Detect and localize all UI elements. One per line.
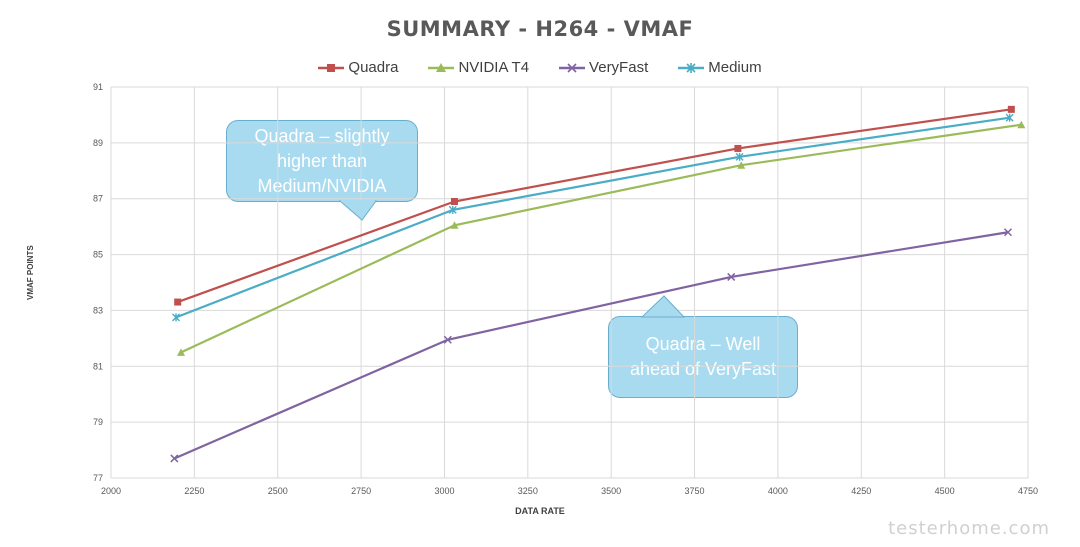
x-tick-label: 2500 <box>268 486 288 496</box>
y-tick-label: 79 <box>93 417 103 427</box>
annotation-line: Medium/NVIDIA <box>257 175 387 196</box>
series-line-veryfast <box>173 231 1009 460</box>
legend-item-quadra: Quadra <box>318 59 398 76</box>
x-tick-label: 2000 <box>101 486 121 496</box>
legend-marker-star-icon <box>678 61 705 75</box>
x-tick-label: 3500 <box>601 486 621 496</box>
data-point-veryfast <box>727 272 736 281</box>
annotation-line: higher than <box>276 150 368 171</box>
x-tick-label: 4000 <box>768 486 788 496</box>
legend-label: Medium <box>708 59 762 76</box>
x-tick-label: 2250 <box>184 486 204 496</box>
y-tick-label: 89 <box>93 138 103 148</box>
data-point-nvidia-t4 <box>1017 120 1026 129</box>
y-tick-label: 83 <box>93 305 103 315</box>
y-tick-label: 77 <box>93 473 103 483</box>
data-point-quadra <box>174 298 182 306</box>
legend-label: Quadra <box>348 59 399 76</box>
data-point-medium <box>172 313 181 322</box>
series-line-quadra <box>177 108 1012 304</box>
data-point-medium <box>448 205 457 214</box>
legend-item-veryfast: VeryFast <box>559 59 648 76</box>
data-point-nvidia-t4 <box>177 348 186 356</box>
x-tick-label: 4250 <box>851 486 871 496</box>
y-tick-label: 87 <box>93 194 103 204</box>
data-point-medium <box>1005 113 1014 122</box>
data-point-veryfast <box>170 454 179 463</box>
x-tick-label: 3000 <box>434 486 454 496</box>
annotation-callout-quadra-medium: Quadra – slightly higher than Medium/NVI… <box>226 120 418 202</box>
x-tick-label: 3250 <box>518 486 538 496</box>
data-point-quadra <box>1007 105 1015 113</box>
data-point-quadra <box>450 198 458 206</box>
data-point-medium <box>735 152 744 161</box>
legend-marker-square-icon <box>318 61 345 75</box>
x-tick-label: 3750 <box>685 486 705 496</box>
legend-item-nvidia-t4: NVIDIA T4 <box>428 59 529 76</box>
callout-pointer <box>640 295 686 318</box>
x-axis-label: DATA RATE <box>515 506 565 516</box>
legend-marker-x-icon <box>559 61 586 75</box>
annotation-callout-quadra-veryfast: Quadra – Well ahead of VeryFast <box>608 316 798 398</box>
legend-label: NVIDIA T4 <box>458 59 530 76</box>
data-point-veryfast <box>1003 228 1013 237</box>
chart-title: SUMMARY - H264 - VMAF <box>386 17 694 41</box>
annotation-line: Quadra – Well <box>645 334 761 354</box>
data-point-nvidia-t4 <box>737 161 746 169</box>
chart-legend: Quadra NVIDIA T4 VeryFast Medium <box>0 59 1080 76</box>
watermark-text: testerhome.com <box>888 518 1050 539</box>
annotation-line: ahead of VeryFast <box>629 359 777 379</box>
legend-label: VeryFast <box>589 59 649 76</box>
legend-item-medium: Medium <box>678 59 762 76</box>
y-tick-label: 85 <box>93 250 103 260</box>
legend-marker-triangle-icon <box>428 61 455 75</box>
series-line-nvidia-t4 <box>180 123 1022 354</box>
data-point-quadra <box>734 144 742 152</box>
x-tick-label: 2750 <box>351 486 371 496</box>
x-tick-label: 4500 <box>935 486 955 496</box>
data-point-veryfast <box>443 335 452 344</box>
series-line-medium <box>175 116 1010 319</box>
y-tick-label: 81 <box>93 361 103 371</box>
y-tick-label: 91 <box>93 82 103 92</box>
callout-pointer <box>338 200 377 221</box>
x-tick-label: 4750 <box>1018 486 1038 496</box>
data-point-nvidia-t4 <box>450 221 459 229</box>
annotation-line: Quadra – slightly <box>254 125 390 146</box>
